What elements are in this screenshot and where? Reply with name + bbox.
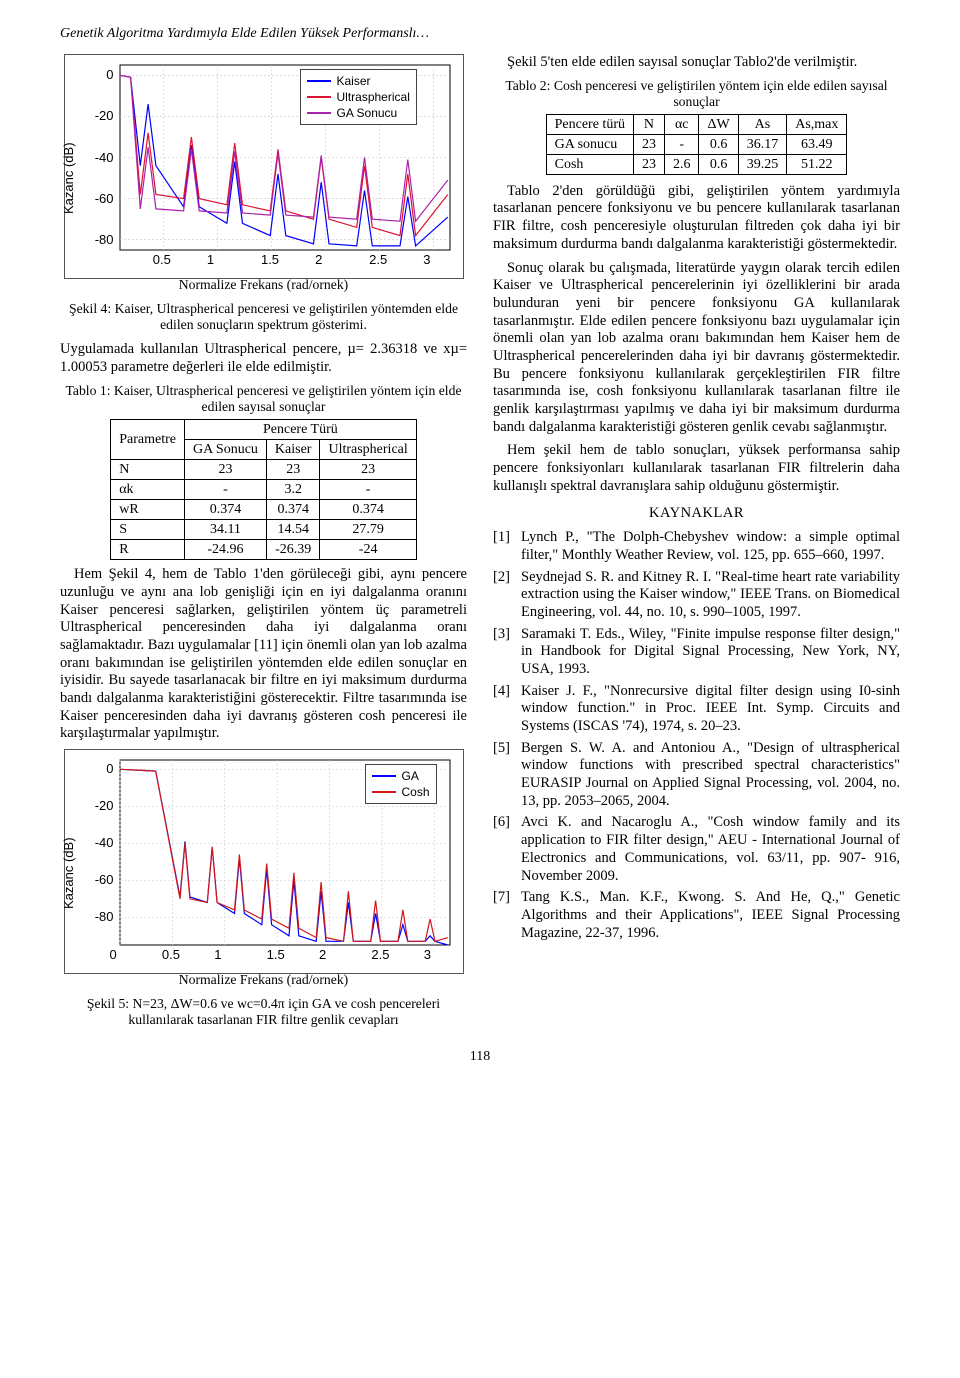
- fig5-caption: Şekil 5: N=23, ΔW=0.6 ve wc=0.4π için GA…: [60, 996, 467, 1028]
- left-column: 0-20-40-60-800.511.522.53KaiserUltrasphe…: [60, 54, 467, 1037]
- paragraph: Tablo 2'den görüldüğü gibi, geliştirilen…: [493, 183, 900, 254]
- paragraph: Sonuç olarak bu çalışmada, literatürde y…: [493, 260, 900, 437]
- paragraph: Hem şekil hem de tablo sonuçları, yüksek…: [493, 442, 900, 495]
- figure-5: 0-20-40-60-8000.511.522.53GACosh Kazanc …: [64, 749, 464, 974]
- reference-item: [6]Avci K. and Nacaroglu A., "Cosh windo…: [493, 814, 900, 885]
- reference-item: [3]Saramaki T. Eds., Wiley, "Finite impu…: [493, 626, 900, 679]
- page-number: 118: [60, 1049, 900, 1065]
- fig5-ylabel: Kazanc (dB): [61, 838, 77, 910]
- references-heading: KAYNAKLAR: [493, 505, 900, 523]
- paragraph: Uygulamada kullanılan Ultraspherical pen…: [60, 341, 467, 376]
- reference-item: [2]Seydnejad S. R. and Kitney R. I. "Rea…: [493, 569, 900, 622]
- table-2: Pencere türüNαcΔWAsAs,maxGA sonucu23-0.6…: [546, 114, 848, 175]
- table1-caption: Tablo 1: Kaiser, Ultraspherical penceres…: [60, 383, 467, 416]
- figure-4: 0-20-40-60-800.511.522.53KaiserUltrasphe…: [64, 54, 464, 279]
- table2-caption: Tablo 2: Cosh penceresi ve geliştirilen …: [493, 78, 900, 111]
- paragraph: Şekil 5'ten elde edilen sayısal sonuçlar…: [493, 54, 900, 72]
- reference-item: [4]Kaiser J. F., "Nonrecursive digital f…: [493, 683, 900, 736]
- two-column-layout: 0-20-40-60-800.511.522.53KaiserUltrasphe…: [60, 54, 900, 1037]
- page: Genetik Algoritma Yardımıyla Elde Edilen…: [0, 0, 960, 1105]
- running-head: Genetik Algoritma Yardımıyla Elde Edilen…: [60, 26, 900, 42]
- reference-item: [7]Tang K.S., Man. K.F., Kwong. S. And H…: [493, 889, 900, 942]
- paragraph: Hem Şekil 4, hem de Tablo 1'den görülece…: [60, 566, 467, 743]
- table-1: ParametrePencere TürüGA SonucuKaiserUltr…: [110, 419, 417, 561]
- references-list: [1]Lynch P., "The Dolph-Chebyshev window…: [493, 529, 900, 942]
- right-column: Şekil 5'ten elde edilen sayısal sonuçlar…: [493, 54, 900, 1037]
- fig4-caption: Şekil 4: Kaiser, Ultraspherical penceres…: [60, 301, 467, 333]
- reference-item: [1]Lynch P., "The Dolph-Chebyshev window…: [493, 529, 900, 564]
- fig4-ylabel: Kazanc (dB): [61, 142, 77, 214]
- reference-item: [5]Bergen S. W. A. and Antoniou A., "Des…: [493, 740, 900, 811]
